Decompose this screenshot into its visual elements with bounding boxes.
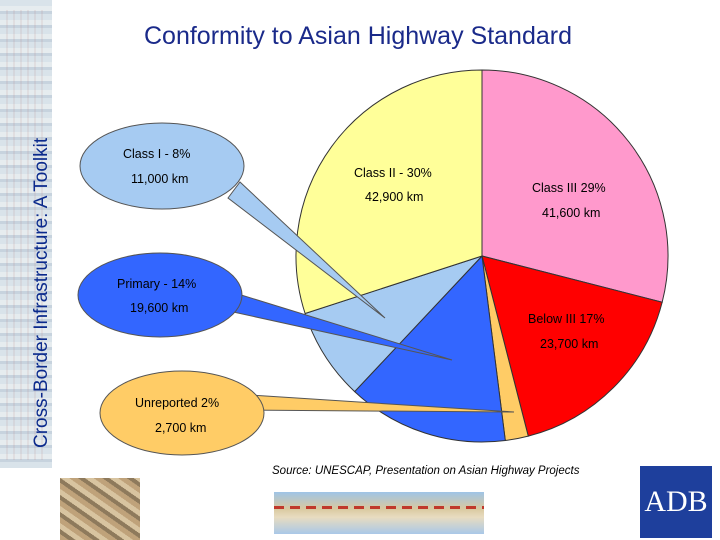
pie-slices <box>295 69 669 443</box>
label-unreported: Unreported 2% <box>135 396 219 410</box>
slice-below-3 <box>481 255 663 437</box>
slice-class-3 <box>481 69 669 303</box>
length-class-3: 41,600 km <box>542 206 600 220</box>
label-primary: Primary - 14% <box>117 277 196 291</box>
length-class-1: 11,000 km <box>131 172 188 186</box>
label-class-2: Class II - 30% <box>354 166 432 180</box>
length-class-2: 42,900 km <box>365 190 423 204</box>
length-unreported: 2,700 km <box>155 421 206 435</box>
page-title: Conformity to Asian Highway Standard <box>144 22 572 50</box>
source-note: Source: UNESCAP, Presentation on Asian H… <box>272 465 580 477</box>
side-map-strip <box>0 0 52 468</box>
length-below-3: 23,700 km <box>540 337 598 351</box>
callout-primary: Primary - 14% 19,600 km <box>77 252 453 361</box>
map-photo <box>274 492 484 534</box>
slice-class-2 <box>295 69 483 315</box>
road-photo <box>60 478 140 540</box>
label-class-3: Class III 29% <box>532 181 606 195</box>
callout-bubble-unreported <box>99 370 265 456</box>
callout-unreported: Unreported 2% 2,700 km <box>99 370 515 456</box>
length-primary: 19,600 km <box>130 301 188 315</box>
callout-pointer-class-1 <box>227 181 386 319</box>
slice-primary <box>353 254 506 443</box>
callout-class-1: Class I - 8% 11,000 km <box>79 122 386 319</box>
label-class-1: Class I - 8% <box>123 147 190 161</box>
adb-logo: ADB <box>640 466 712 538</box>
callout-bubble-class-1 <box>79 122 245 210</box>
callout-bubble-primary <box>77 252 243 338</box>
label-below-3: Below III 17% <box>528 312 604 326</box>
